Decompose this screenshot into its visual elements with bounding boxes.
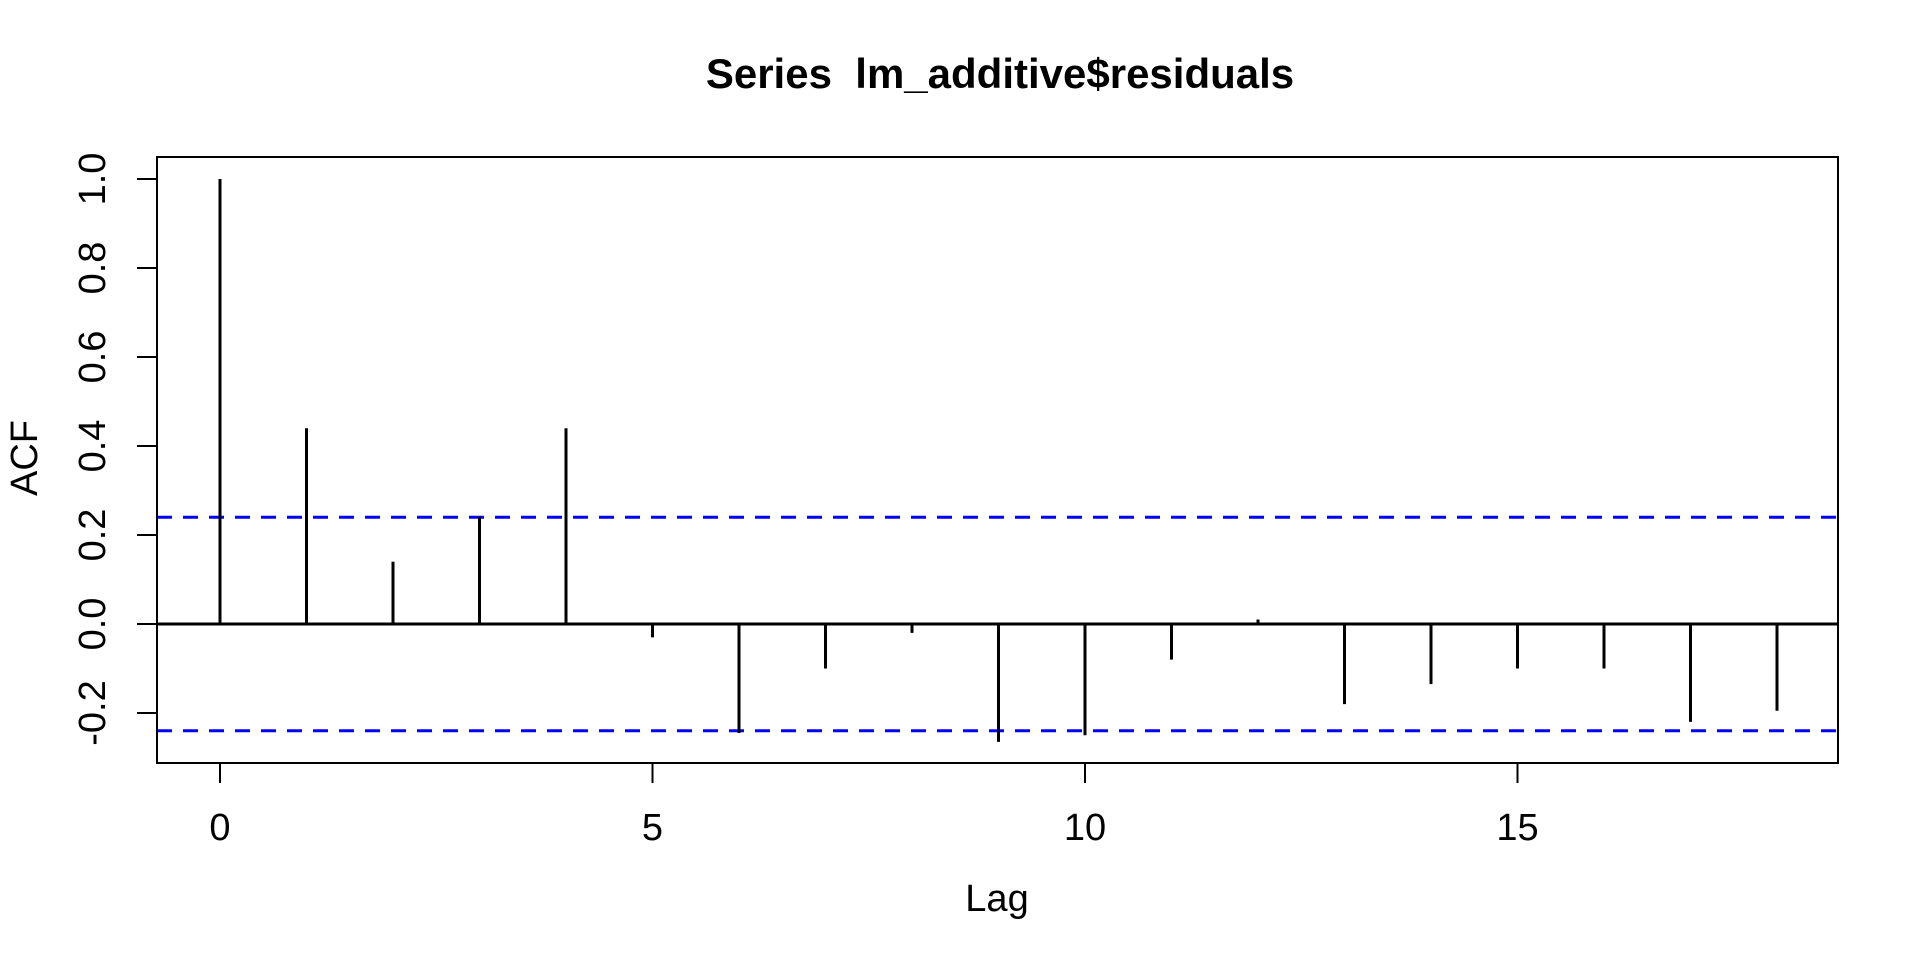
plot-title: Series lm_additive$residuals (706, 50, 1294, 97)
x-tick-label-0: 0 (209, 807, 230, 849)
plot-generated-content: 0 5 10 15 1.0 0.8 0.6 0.4 0.2 0.0 -0.2 (72, 153, 1839, 849)
y-tick-label-0.2: 0.2 (72, 509, 114, 562)
y-tick-label-0.0: 0.0 (72, 598, 114, 651)
y-tick-label-0.8: 0.8 (72, 242, 114, 295)
y-tick-label-1.0: 1.0 (72, 153, 114, 206)
y-tick-label-0.6: 0.6 (72, 331, 114, 384)
plot-border (156, 156, 1839, 764)
y-axis-label: ACF (4, 420, 46, 496)
x-tick-label-10: 10 (1064, 807, 1106, 849)
y-tick-label--0.2: -0.2 (72, 680, 114, 745)
x-tick-label-15: 15 (1496, 807, 1538, 849)
x-axis-label: Lag (965, 878, 1028, 920)
y-tick-label-0.4: 0.4 (72, 420, 114, 473)
x-tick-label-5: 5 (642, 807, 663, 849)
